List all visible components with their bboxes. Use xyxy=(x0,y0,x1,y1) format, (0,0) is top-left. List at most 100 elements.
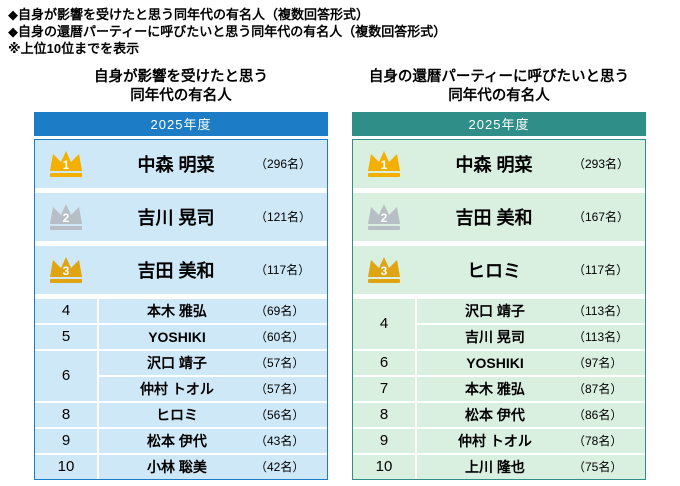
response-count: （60名） xyxy=(255,330,305,345)
response-count: （78名） xyxy=(573,434,623,449)
response-count: （42名） xyxy=(255,460,305,475)
rank-cell: 2 xyxy=(35,202,97,232)
bronze-crown-icon: 3 xyxy=(364,255,404,285)
celebrity-name: 吉川 晃司 xyxy=(465,328,525,345)
rank-main: 本木 雅弘 （87名） xyxy=(417,376,645,401)
celebrity-name: 小林 聡美 xyxy=(147,458,207,475)
response-count: （113名） xyxy=(573,304,629,319)
note-line-1: ◆自身が影響を受けたと思う同年代の有名人（複数回答形式） xyxy=(8,7,369,22)
ranking-tables: 自身が影響を受けたと思う 同年代の有名人 2025年度 1 xyxy=(0,68,680,480)
rank-row-2: 2 吉田 美和 （167名） xyxy=(353,192,645,241)
celebrity-name: 吉川 晃司 xyxy=(137,207,215,228)
ranking-table-party-invite: 自身の還暦パーティーに呼びたいと思う 同年代の有名人 2025年度 1 xyxy=(352,68,646,480)
celebrity-name: 吉田 美和 xyxy=(455,207,533,228)
rank-number: 9 xyxy=(35,428,97,453)
celebrity-name: ヒロミ xyxy=(467,260,521,281)
rank-row-5: 5 YOSHIKI （60名） xyxy=(35,324,327,349)
celebrity-name: 仲村 トオル xyxy=(458,432,532,449)
response-count: （117名） xyxy=(573,263,629,278)
rank-main: 上川 隆也 （75名） xyxy=(417,454,645,479)
celebrity-name: 沢口 靖子 xyxy=(147,354,207,371)
rank-row-4-tie: 4 沢口 靖子 （113名） 吉川 晃司 （113名） xyxy=(353,298,645,349)
celebrity-name: 仲村 トオル xyxy=(140,380,214,397)
celebrity-name: 沢口 靖子 xyxy=(465,302,525,319)
rank-row-3: 3 吉田 美和 （117名） xyxy=(35,245,327,294)
table-title-influenced: 自身が影響を受けたと思う 同年代の有名人 xyxy=(34,68,328,108)
response-count: （293名） xyxy=(573,157,630,172)
rank-row-3: 3 ヒロミ （117名） xyxy=(353,245,645,294)
response-count: （57名） xyxy=(255,382,305,397)
rank-row-9: 9 松本 伊代 （43名） xyxy=(35,428,327,453)
rank-number: 8 xyxy=(35,402,97,427)
response-count: （113名） xyxy=(573,330,629,345)
celebrity-name: 本木 雅弘 xyxy=(147,302,207,319)
response-count: （167名） xyxy=(573,210,630,225)
rank-cell: 2 xyxy=(353,202,415,232)
tie-entry: 仲村 トオル （57名） xyxy=(99,376,327,401)
celebrity-name: YOSHIKI xyxy=(466,354,524,371)
rank-number: 3 xyxy=(380,263,388,278)
rank-number: 10 xyxy=(353,454,415,479)
response-count: （87名） xyxy=(573,382,623,397)
rank-row-9: 9 仲村 トオル （78名） xyxy=(353,428,645,453)
celebrity-name: 吉田 美和 xyxy=(137,260,215,281)
rank-row-8: 8 ヒロミ （56名） xyxy=(35,402,327,427)
rank-main: 小林 聡美 （42名） xyxy=(99,454,327,479)
rank-number: 5 xyxy=(35,324,97,349)
rank-row-10: 10 小林 聡美 （42名） xyxy=(35,454,327,479)
rank-row-1: 1 中森 明菜 （293名） xyxy=(353,139,645,188)
gold-crown-icon: 1 xyxy=(364,149,404,179)
table-title-line: 自身が影響を受けたと思う xyxy=(94,68,268,85)
celebrity-name: YOSHIKI xyxy=(148,328,206,345)
year-header: 2025年度 xyxy=(34,111,328,136)
response-count: （86名） xyxy=(573,408,623,423)
rank-number: 7 xyxy=(353,376,415,401)
rank-row-2: 2 吉川 晃司 （121名） xyxy=(35,192,327,241)
rank-number: 2 xyxy=(380,210,388,225)
rank-main: 本木 雅弘 （69名） xyxy=(99,298,327,323)
celebrity-name: 松本 伊代 xyxy=(147,432,207,449)
response-count: （57名） xyxy=(255,356,305,371)
rank-main: YOSHIKI （60名） xyxy=(99,324,327,349)
rank-main: YOSHIKI （97名） xyxy=(417,350,645,375)
response-count: （121名） xyxy=(255,210,312,225)
ranking-table-influenced: 自身が影響を受けたと思う 同年代の有名人 2025年度 1 xyxy=(34,68,328,480)
rank-row-4: 4 本木 雅弘 （69名） xyxy=(35,298,327,323)
bronze-crown-icon: 3 xyxy=(46,255,86,285)
rank-number: 8 xyxy=(353,402,415,427)
rank-number: 4 xyxy=(35,298,97,323)
table-body: 1 中森 明菜 （293名） 2 xyxy=(352,138,646,480)
tie-entry: 沢口 靖子 （57名） xyxy=(99,350,327,375)
table-title-line: 同年代の有名人 xyxy=(130,88,232,105)
intro-notes: ◆自身が影響を受けたと思う同年代の有名人（複数回答形式） ◆自身の還暦パーティー… xyxy=(0,0,680,58)
rank-cell: 1 xyxy=(353,149,415,179)
rank-row-7: 7 本木 雅弘 （87名） xyxy=(353,376,645,401)
silver-crown-icon: 2 xyxy=(46,202,86,232)
response-count: （117名） xyxy=(255,263,311,278)
year-header: 2025年度 xyxy=(352,111,646,136)
note-line-2: ◆自身の還暦パーティーに呼びたいと思う同年代の有名人（複数回答形式） xyxy=(8,23,447,39)
celebrity-name: 中森 明菜 xyxy=(455,154,533,175)
tie-entries: 沢口 靖子 （113名） 吉川 晃司 （113名） xyxy=(417,298,645,349)
rank-number: 4 xyxy=(353,298,415,349)
rank-row-10: 10 上川 隆也 （75名） xyxy=(353,454,645,479)
rank-number: 10 xyxy=(35,454,97,479)
celebrity-name: 松本 伊代 xyxy=(465,406,525,423)
response-count: （296名） xyxy=(255,157,312,172)
rank-main: 松本 伊代 （86名） xyxy=(417,402,645,427)
rank-main: ヒロミ （56名） xyxy=(99,402,327,427)
response-count: （69名） xyxy=(255,304,305,319)
tie-entry: 沢口 靖子 （113名） xyxy=(417,298,645,323)
rank-row-8: 8 松本 伊代 （86名） xyxy=(353,402,645,427)
rank-row-1: 1 中森 明菜 （296名） xyxy=(35,139,327,188)
rank-row-6-tie: 6 沢口 靖子 （57名） 仲村 トオル （57名） xyxy=(35,350,327,401)
celebrity-name: 中森 明菜 xyxy=(137,154,215,175)
rank-number: 3 xyxy=(62,263,70,278)
rank-cell: 3 xyxy=(35,255,97,285)
rank-number: 6 xyxy=(353,350,415,375)
tie-entry: 吉川 晃司 （113名） xyxy=(417,324,645,349)
response-count: （75名） xyxy=(573,460,623,475)
rank-main: 仲村 トオル （78名） xyxy=(417,428,645,453)
celebrity-name: ヒロミ xyxy=(156,406,198,423)
